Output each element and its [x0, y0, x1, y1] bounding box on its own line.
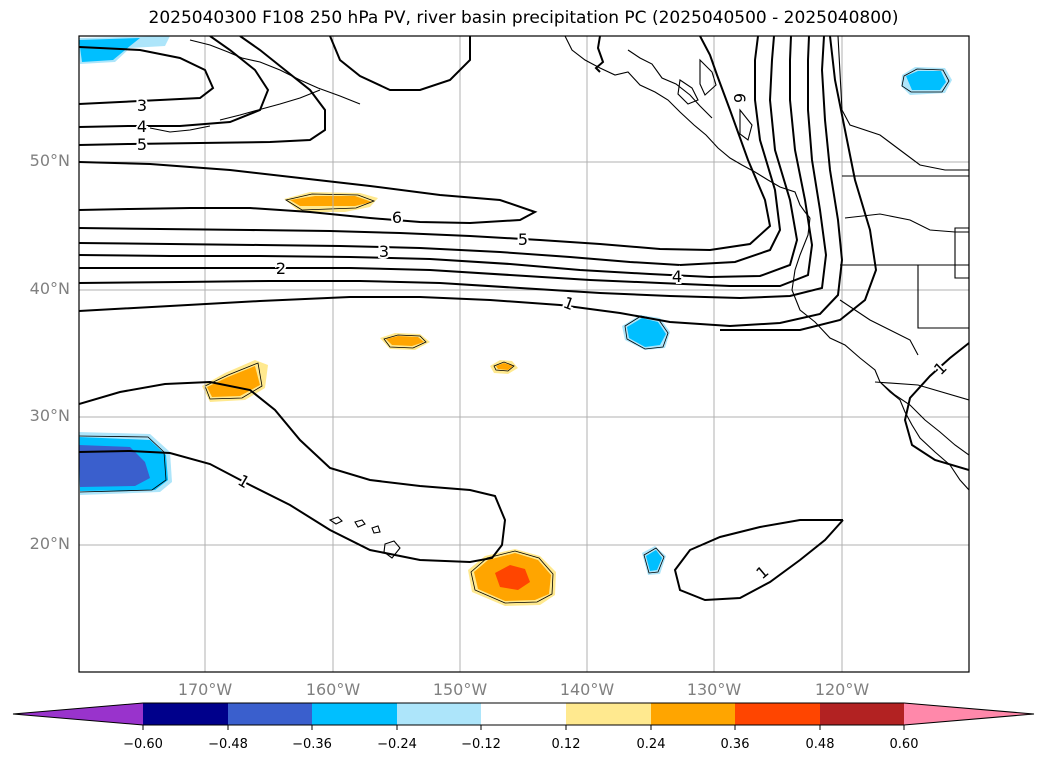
contour-label: 1 [752, 562, 772, 583]
lon-label-140w: 140°W [559, 680, 615, 699]
colorbar-tick-label: 0.12 [551, 737, 581, 752]
colorbar-tick-label: −0.12 [461, 737, 501, 752]
map-title: 2025040300 F108 250 hPa PV, river basin … [148, 8, 899, 28]
colorbar-segment [397, 703, 481, 725]
colorbar-segment [820, 703, 904, 725]
contour-label: 6 [730, 93, 749, 103]
colorbar-tick-label: −0.36 [292, 737, 332, 752]
lat-label-30n: 30°N [29, 406, 70, 425]
colorbar-segment [735, 703, 820, 725]
contour-label: 6 [392, 208, 402, 227]
lon-label-170w: 170°W [177, 680, 233, 699]
colorbar-segment [566, 703, 651, 725]
lon-label-160w: 160°W [305, 680, 361, 699]
contour-label: 2 [276, 259, 286, 278]
pv-contours [79, 36, 969, 602]
lon-label-120w: 120°W [814, 680, 870, 699]
contour-label: 4 [672, 267, 682, 286]
contour-labels: 3 4 5 6 5 3 2 4 1 6 1 1 1 [135, 91, 953, 585]
precip-shading [79, 36, 952, 606]
colorbar-tick-label: 0.48 [805, 737, 835, 752]
colorbar-segment [651, 703, 735, 725]
colorbar-tick-label: −0.24 [377, 737, 417, 752]
colorbar-segment [143, 703, 228, 725]
colorbar-segment [481, 703, 566, 725]
lat-label-50n: 50°N [29, 151, 70, 170]
lat-label-40n: 40°N [29, 279, 70, 298]
contour-label: 1 [561, 293, 577, 314]
contour-label: 4 [137, 117, 147, 136]
contour-label: 5 [518, 230, 528, 249]
precip-outlines [79, 68, 950, 604]
colorbar-segment [312, 703, 397, 725]
colorbar-tick-label: 0.24 [636, 737, 666, 752]
map-frame [78, 35, 970, 673]
colorbar-tick-label: 0.60 [889, 737, 919, 752]
lat-label-20n: 20°N [29, 534, 70, 553]
coastlines [149, 36, 969, 559]
contour-label: 3 [379, 242, 389, 261]
colorbar-tick-label: −0.48 [208, 737, 248, 752]
contour-label: 1 [235, 471, 253, 493]
colorbar [12, 702, 1035, 730]
gridlines [79, 36, 969, 672]
lon-label-130w: 130°W [686, 680, 742, 699]
colorbar-tick-label: 0.36 [720, 737, 750, 752]
colorbar-ticks [142, 725, 905, 730]
lon-label-150w: 150°W [432, 680, 488, 699]
colorbar-segment [13, 703, 143, 725]
contour-label: 5 [137, 135, 147, 154]
colorbar-segment [228, 703, 312, 725]
colorbar-tick-label: −0.60 [123, 737, 163, 752]
contour-label: 3 [137, 96, 147, 115]
colorbar-segment [904, 703, 1034, 725]
